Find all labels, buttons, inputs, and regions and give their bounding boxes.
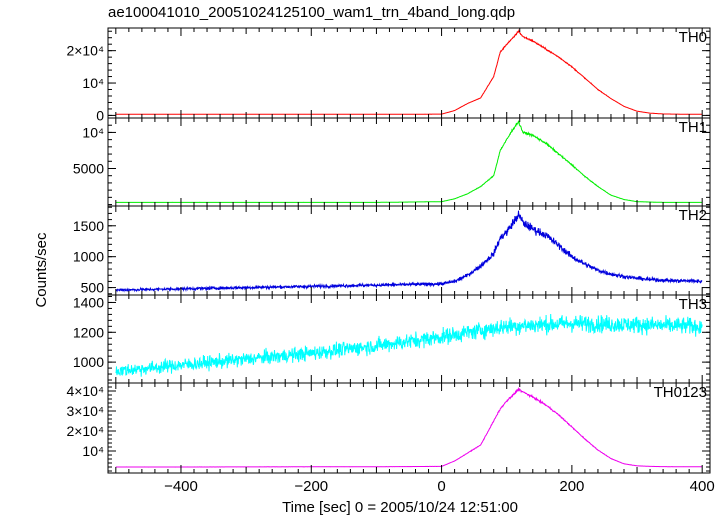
y-tick-label: 4×10⁴ (66, 383, 104, 399)
series-line-th1 (115, 120, 703, 203)
y-tick-label: 5000 (73, 160, 104, 176)
series-label-th0: TH0 (679, 29, 707, 46)
y-tick-label: 1000 (73, 354, 104, 370)
series-line-th3 (115, 313, 703, 377)
chart-title: ae100041010_20051024125100_wam1_trn_4ban… (108, 4, 515, 21)
series-line-th2 (115, 210, 703, 293)
x-tick-label: 400 (690, 478, 715, 495)
y-tick-label: 2×10⁴ (66, 423, 104, 439)
panel-frame-th1 (107, 117, 711, 207)
x-tick-label: −400 (164, 478, 198, 495)
series-label-th3: TH3 (679, 296, 707, 313)
y-tick-label: 0 (96, 107, 104, 123)
series-label-th2: TH2 (679, 207, 707, 224)
y-tick-label: 1200 (73, 324, 104, 340)
x-tick-label: 200 (559, 478, 584, 495)
y-tick-label: 3×10⁴ (66, 403, 104, 419)
panel-frame-th2 (107, 205, 711, 296)
series-line-th0123 (115, 386, 703, 468)
y-tick-label: 1400 (73, 294, 104, 310)
x-tick-label: −200 (294, 478, 328, 495)
y-tick-label: 10⁴ (82, 443, 104, 459)
series-line-th0 (115, 28, 703, 115)
y-axis-label: Counts/sec (33, 232, 50, 308)
panel-frame-th0 (107, 27, 711, 119)
y-tick-label: 500 (81, 280, 105, 296)
x-tick-label: 0 (437, 478, 445, 495)
y-tick-label: 1000 (73, 249, 104, 265)
y-tick-label: 1500 (73, 218, 104, 234)
y-tick-label: 10⁴ (82, 124, 104, 140)
y-tick-label: 2×10⁴ (66, 43, 104, 59)
x-axis-label: Time [sec] 0 = 2005/10/24 12:51:00 (282, 499, 518, 516)
series-label-th0123: TH0123 (654, 384, 707, 401)
panel-frame-th0123 (107, 382, 711, 474)
series-label-th1: TH1 (679, 119, 707, 136)
y-tick-label: 10⁴ (82, 75, 104, 91)
